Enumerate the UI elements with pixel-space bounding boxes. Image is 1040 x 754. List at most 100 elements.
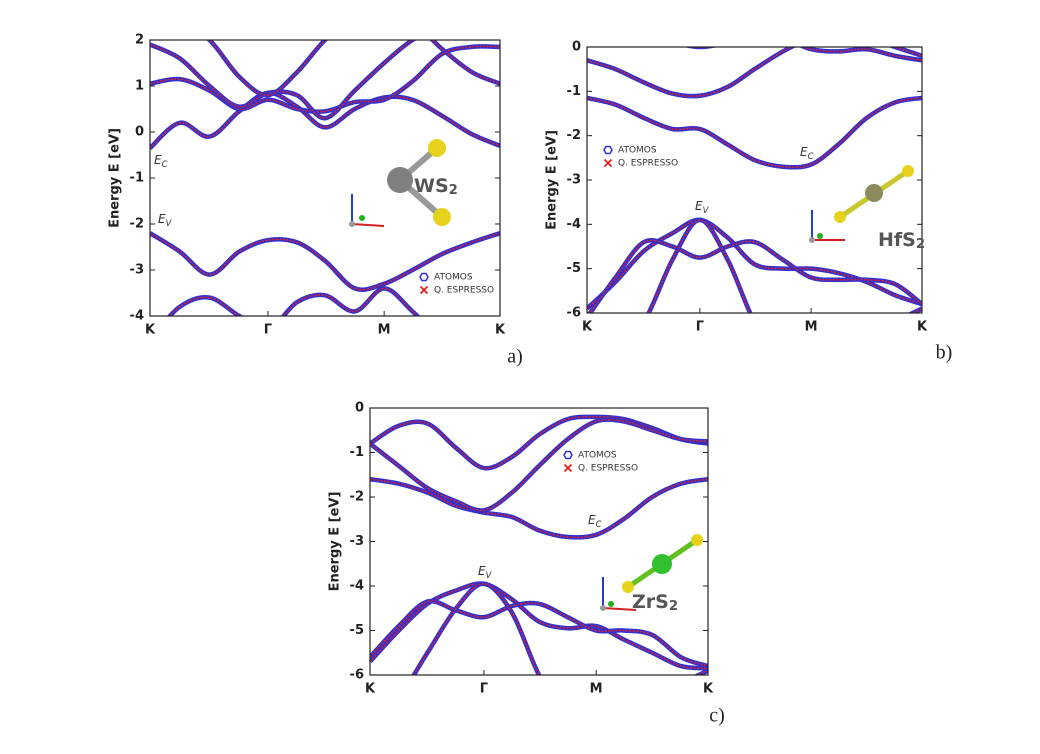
x-tick-label: K [365, 682, 376, 697]
y-tick-label: -4 [130, 309, 144, 324]
legend-marker [603, 145, 613, 155]
x-tick-label: K [917, 320, 928, 335]
x-tick-label: Γ [696, 320, 704, 335]
band-line [587, 47, 922, 97]
annotation: EC [154, 153, 168, 169]
material-label: HfS2 [878, 229, 925, 253]
material-label-main: HfS [878, 229, 916, 251]
x-tick-label: K [703, 682, 714, 697]
band-line [587, 219, 922, 310]
band-line [587, 97, 922, 169]
legend-label: ATOMOS [434, 273, 473, 283]
plot-area [587, 47, 922, 313]
x-tick-label: K [582, 320, 593, 335]
annotation-main: E [800, 145, 808, 159]
axes-frame [369, 407, 709, 676]
ws2-molecule [349, 139, 451, 227]
y-tick-label: 0 [572, 40, 581, 55]
legend-label: ATOMOS [618, 146, 657, 156]
x-tick-label: M [378, 323, 391, 338]
band-line [370, 416, 708, 470]
band-line [206, 40, 500, 98]
legend-marker [563, 450, 573, 460]
annotation-main: E [478, 564, 486, 578]
annotation-main: E [154, 153, 162, 167]
y-tick-label: -3 [567, 173, 581, 188]
plot-area [150, 40, 500, 316]
band-line [150, 90, 500, 150]
legend-label: ATOMOS [578, 451, 617, 461]
y-tick-label: -1 [567, 84, 581, 99]
material-label-main: ZrS [632, 591, 669, 613]
annotation-sub: C [162, 159, 168, 169]
x-tick-label: M [590, 682, 603, 697]
legend-marker [419, 285, 429, 295]
band-line [587, 95, 922, 170]
y-tick-label: -5 [350, 623, 364, 638]
annotation-main: E [158, 212, 166, 226]
hfs2-molecule [809, 165, 914, 243]
panel-label: a) [507, 346, 523, 368]
panel: -6 -5 -4 -3 -2 -1 0 K Γ M K Energy E [eV] ATOMOS Q. E… [545, 40, 953, 364]
y-tick-label: -1 [350, 445, 364, 460]
band-line [370, 414, 708, 471]
y-tick-label: -2 [350, 490, 364, 505]
material-label-sub: 2 [916, 237, 925, 252]
annotation-main: E [588, 513, 596, 527]
y-tick-label: -3 [130, 263, 144, 278]
annotation: EV [695, 199, 710, 215]
annotation: EV [158, 212, 173, 228]
band-line [150, 40, 417, 121]
band-line [168, 287, 419, 316]
x-tick-label: M [805, 320, 818, 335]
annotation-sub: C [596, 519, 602, 529]
annotation-sub: V [166, 218, 173, 228]
y-tick-label: -2 [567, 128, 581, 143]
y-tick-label: -4 [350, 579, 364, 594]
zrs2-molecule [600, 534, 703, 611]
panel: -6 -5 -4 -3 -2 -1 0 K Γ M K Energy E [eV] ATOMOS Q. E… [328, 401, 725, 727]
y-axis-label: Energy E [eV] [108, 128, 123, 228]
panel-label: b) [936, 342, 953, 364]
band-line [370, 418, 708, 512]
material-label: ZrS2 [632, 591, 678, 615]
legend-marker [563, 463, 573, 473]
annotation-sub: V [703, 205, 710, 215]
band-line [150, 45, 500, 113]
band-line [150, 92, 500, 149]
band-line [587, 237, 922, 313]
band-line [370, 476, 708, 540]
band-line [150, 231, 500, 292]
annotation-main: E [695, 199, 703, 213]
y-tick-label: -5 [567, 261, 581, 276]
y-tick-label: -3 [350, 534, 364, 549]
band-line [589, 239, 922, 313]
y-axis-label: Energy E [eV] [545, 130, 560, 230]
legend-marker [419, 272, 429, 282]
legend-label: Q. ESPRESSO [578, 464, 638, 474]
axes-frame [586, 46, 923, 314]
annotation: EC [588, 513, 602, 529]
band-line [412, 582, 708, 675]
annotation-sub: C [808, 151, 814, 161]
y-tick-label: -6 [567, 306, 581, 321]
y-tick-label: -4 [567, 217, 581, 232]
x-tick-label: K [145, 323, 156, 338]
y-axis-label: Energy E [eV] [328, 492, 343, 592]
legend-label: Q. ESPRESSO [434, 286, 494, 296]
band-line [150, 40, 415, 119]
y-tick-label: 0 [135, 125, 144, 140]
y-tick-label: 0 [355, 401, 364, 416]
y-tick-label: 2 [135, 33, 144, 48]
x-tick-label: K [495, 323, 506, 338]
panel-label: c) [709, 705, 725, 727]
panel: -4 -3 -2 -1 0 1 2 K Γ M K Energy E [eV] ATOMOS Q. ESP… [108, 33, 523, 368]
y-tick-label: -6 [350, 668, 364, 683]
annotation: EV [478, 564, 493, 580]
annotation: EC [800, 145, 814, 161]
material-label-main: WS [414, 175, 449, 197]
material-label-sub: 2 [449, 183, 458, 198]
annotation-sub: V [486, 570, 493, 580]
legend-marker [603, 158, 613, 168]
